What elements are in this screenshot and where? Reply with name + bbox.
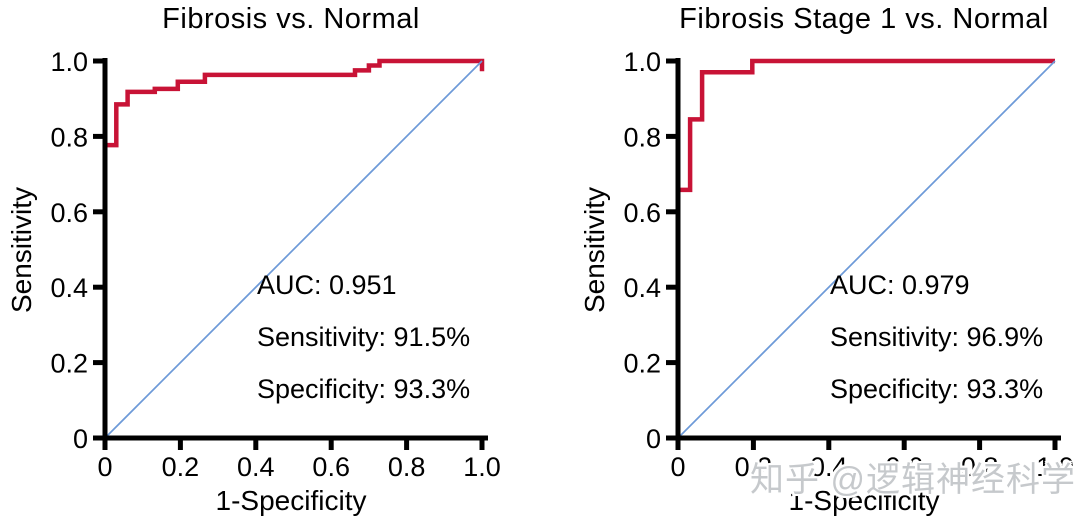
x-tick-label: 0.8	[961, 452, 999, 482]
series-chance-diagonal	[677, 60, 1056, 439]
x-axis-label: 1-Specificity	[788, 485, 940, 516]
x-tick-label: 0.8	[388, 452, 426, 482]
auc-value: AUC: 0.951	[257, 270, 397, 300]
x-tick-label: 0	[97, 452, 112, 482]
roc-canvas: 0 0.2 0.4 0.6 0.8 1.0 0 0.2 0.4 0.6 0.8 1.0	[50, 47, 501, 482]
stats-annotation: AUC: 0.951 Sensitivity: 91.5% Specificit…	[257, 272, 470, 428]
y-tick-label: 0	[646, 424, 661, 454]
x-tick-label: 1.0	[1036, 452, 1074, 482]
specificity-value: Specificity: 93.3%	[830, 374, 1044, 404]
y-tick-label: 0.6	[50, 198, 88, 228]
y-tick-label: 0.6	[623, 198, 661, 228]
x-tick-label: 0.2	[162, 452, 200, 482]
specificity-value: Specificity: 93.3%	[257, 374, 471, 404]
x-tick-label: 0.4	[237, 452, 275, 482]
y-tick-label: 0.2	[623, 349, 661, 379]
plot-title: Fibrosis vs. Normal	[162, 3, 420, 35]
y-tick-label: 0.4	[623, 273, 661, 303]
plot-title: Fibrosis Stage 1 vs. Normal	[679, 3, 1049, 35]
x-axis-label: 1-Specificity	[215, 485, 367, 516]
x-tick-label: 0	[670, 452, 685, 482]
y-tick-label: 0.2	[50, 349, 88, 379]
sensitivity-value: Sensitivity: 91.5%	[257, 322, 471, 352]
y-tick-label: 1.0	[50, 47, 88, 77]
series-ROC-curve	[102, 58, 485, 438]
y-tick-label: 0.4	[50, 273, 88, 303]
x-tick-label: 0.4	[810, 452, 848, 482]
stats-annotation: AUC: 0.979 Sensitivity: 96.9% Specificit…	[830, 272, 1043, 428]
x-tick-label: 1.0	[463, 452, 501, 482]
roc-canvas: 0 0.2 0.4 0.6 0.8 1.0 0 0.2 0.4 0.6 0.8 1.0	[623, 47, 1074, 482]
x-tick-label: 0.6	[885, 452, 923, 482]
x-tick-label: 0.6	[312, 452, 350, 482]
auc-value: AUC: 0.979	[830, 270, 970, 300]
y-tick-label: 0.8	[623, 122, 661, 152]
roc-panel-fibrosis-vs-normal: Fibrosis vs. Normal Sensitivity 0 0.2 0.4 0…	[6, 3, 501, 516]
x-tick-label: 0.2	[735, 452, 773, 482]
roc-panel-fibrosis-stage1-vs-normal: Fibrosis Stage 1 vs. Normal Sensitivity …	[573, 0, 1080, 521]
y-tick-label: 0	[73, 424, 88, 454]
series-chance-diagonal	[104, 60, 483, 439]
series-ROC-curve	[675, 58, 1055, 438]
y-tick-label: 0.8	[50, 122, 88, 152]
sensitivity-value: Sensitivity: 96.9%	[830, 322, 1044, 352]
y-tick-label: 1.0	[623, 47, 661, 77]
